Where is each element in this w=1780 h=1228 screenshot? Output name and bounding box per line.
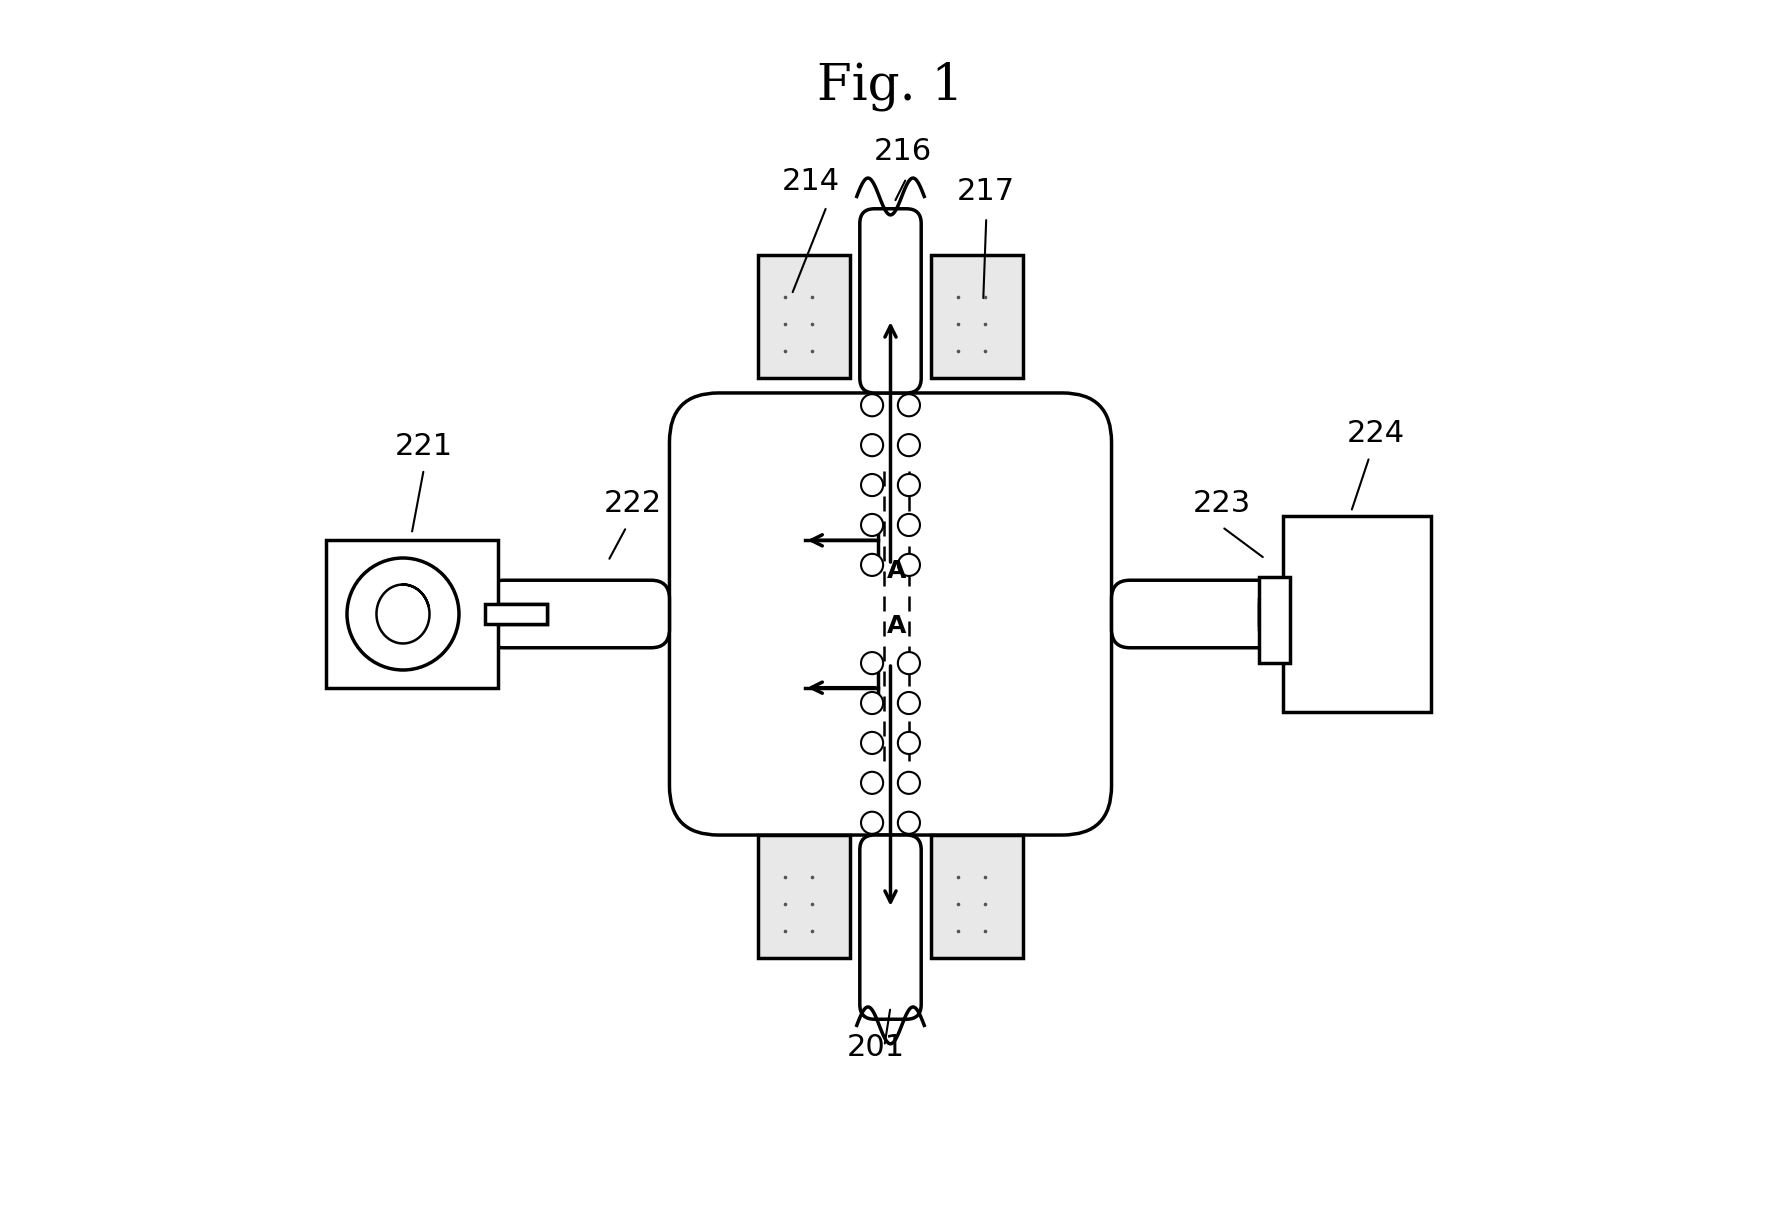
- Circle shape: [897, 772, 920, 795]
- Text: 221: 221: [395, 431, 452, 460]
- Text: 201: 201: [846, 1033, 904, 1062]
- Text: 222: 222: [603, 489, 662, 518]
- Bar: [758, 835, 849, 958]
- Circle shape: [860, 474, 883, 496]
- Bar: [931, 255, 1022, 378]
- Circle shape: [860, 652, 883, 674]
- Circle shape: [897, 732, 920, 754]
- Text: 214: 214: [781, 167, 840, 196]
- Text: A: A: [886, 559, 906, 583]
- Text: Fig. 1: Fig. 1: [817, 61, 963, 111]
- FancyBboxPatch shape: [860, 835, 920, 1019]
- FancyBboxPatch shape: [484, 581, 669, 648]
- Circle shape: [897, 435, 920, 457]
- Circle shape: [897, 515, 920, 537]
- Circle shape: [860, 812, 883, 834]
- Circle shape: [860, 394, 883, 416]
- Circle shape: [897, 693, 920, 715]
- Circle shape: [897, 812, 920, 834]
- Circle shape: [860, 435, 883, 457]
- Text: 223: 223: [1193, 489, 1251, 518]
- Circle shape: [347, 558, 459, 670]
- Bar: [758, 255, 849, 378]
- FancyBboxPatch shape: [669, 393, 1111, 835]
- Bar: [1258, 604, 1296, 624]
- Circle shape: [860, 772, 883, 795]
- Circle shape: [860, 732, 883, 754]
- Bar: [326, 540, 497, 688]
- Bar: [1258, 599, 1283, 629]
- FancyBboxPatch shape: [1111, 581, 1296, 648]
- Circle shape: [897, 554, 920, 576]
- FancyBboxPatch shape: [860, 209, 920, 393]
- Bar: [1283, 516, 1429, 712]
- Circle shape: [897, 394, 920, 416]
- Bar: [497, 604, 546, 624]
- Bar: [931, 835, 1022, 958]
- Bar: [1258, 577, 1289, 663]
- Bar: [484, 604, 546, 624]
- Text: 224: 224: [1346, 419, 1404, 448]
- Circle shape: [860, 515, 883, 537]
- Text: 216: 216: [874, 136, 931, 166]
- Circle shape: [860, 693, 883, 715]
- Circle shape: [860, 554, 883, 576]
- Circle shape: [897, 652, 920, 674]
- Circle shape: [897, 474, 920, 496]
- Text: A: A: [886, 614, 906, 639]
- Text: 217: 217: [956, 177, 1015, 206]
